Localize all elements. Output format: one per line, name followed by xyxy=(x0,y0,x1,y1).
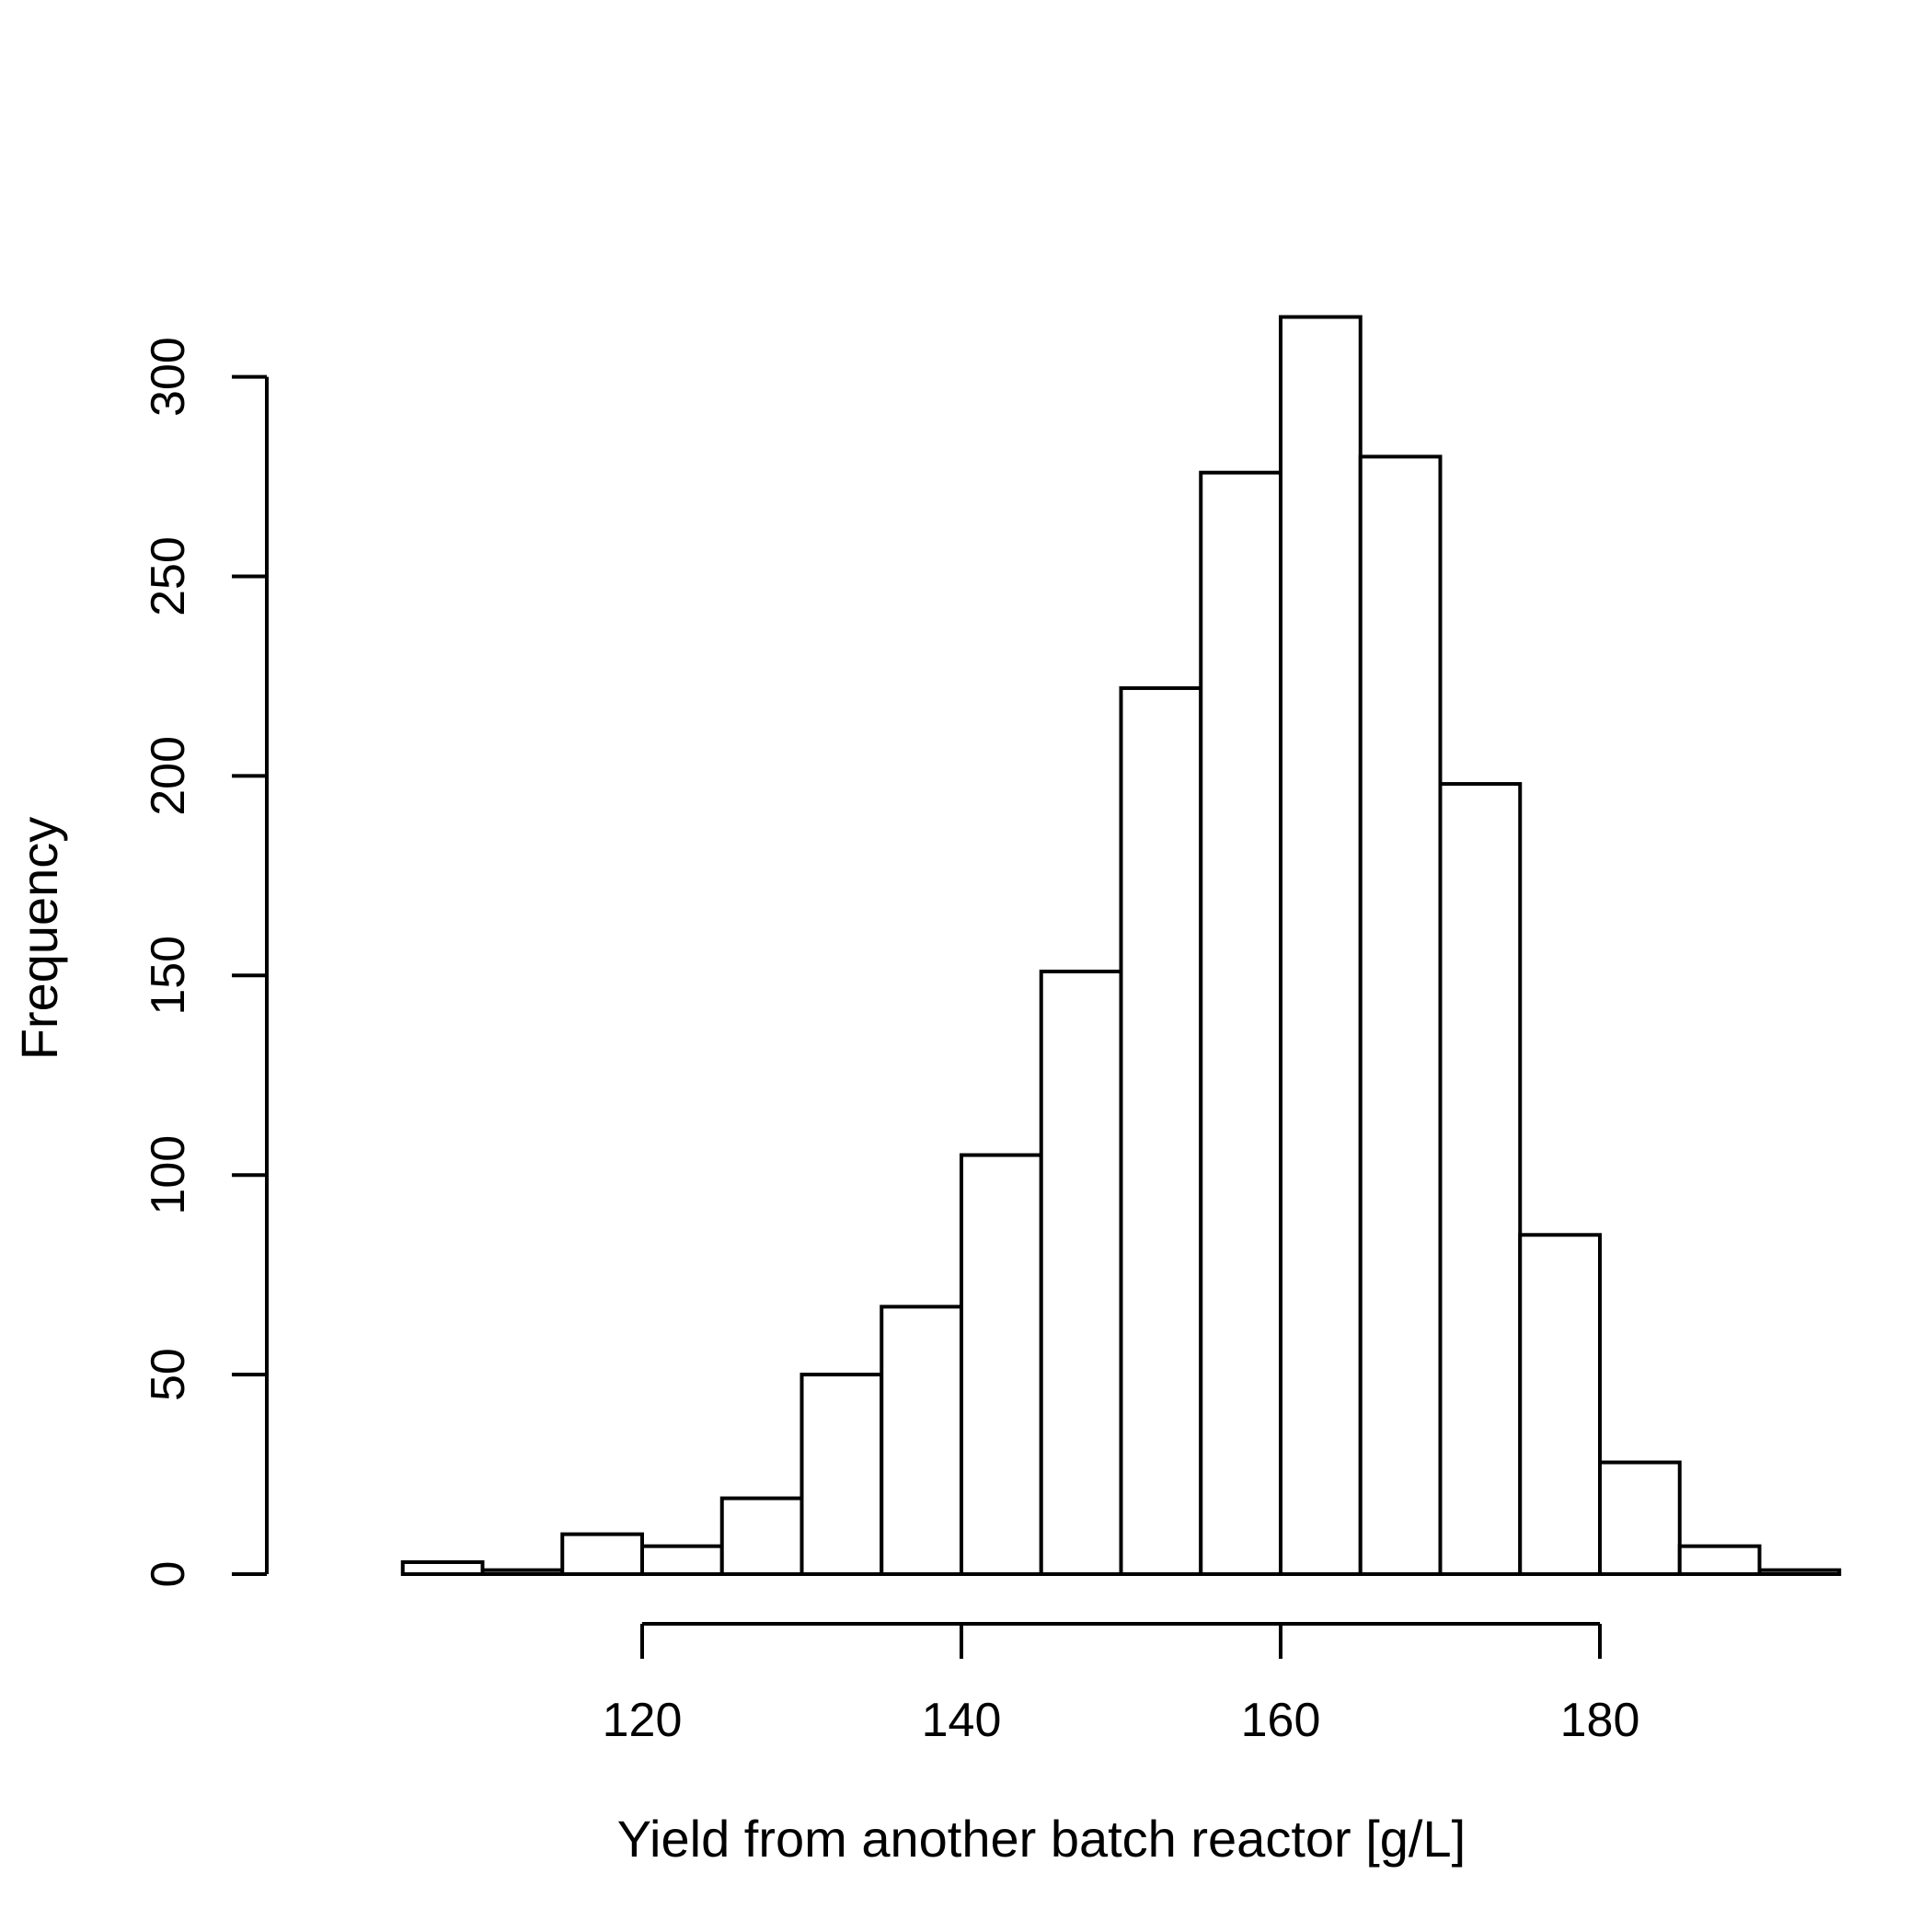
x-axis-title: Yield from another batch reactor [g/L] xyxy=(617,1810,1466,1868)
histogram-bar xyxy=(880,1305,963,1576)
histogram-bar xyxy=(1039,969,1123,1577)
histogram-bar xyxy=(960,1153,1043,1576)
histogram-bar xyxy=(1199,470,1282,1576)
histogram-bar xyxy=(1438,782,1523,1576)
y-tick-label: 200 xyxy=(142,736,195,816)
y-tick-label: 250 xyxy=(142,536,195,616)
histogram-bar xyxy=(400,1559,485,1576)
y-tick-label: 0 xyxy=(142,1561,195,1588)
histogram-bar xyxy=(1279,315,1363,1576)
y-tick-label: 300 xyxy=(142,337,195,417)
y-axis-title: Frequency xyxy=(10,817,68,1061)
y-tick-label: 150 xyxy=(142,936,195,1016)
histogram-bar xyxy=(640,1544,724,1577)
y-tick-label: 50 xyxy=(142,1348,195,1401)
histogram-bar xyxy=(480,1568,565,1576)
x-tick-label: 180 xyxy=(1560,1694,1640,1747)
x-axis: 120 140 160 180 xyxy=(603,1622,1640,1747)
histogram-bar xyxy=(1358,454,1443,1576)
histogram-bar xyxy=(799,1373,884,1576)
histogram-bar xyxy=(1518,1233,1602,1577)
x-tick-label: 140 xyxy=(922,1694,1002,1747)
histogram-bar xyxy=(560,1532,644,1576)
y-axis: 0 50 100 150 200 250 300 xyxy=(142,337,269,1588)
x-tick-label: 160 xyxy=(1241,1694,1321,1747)
bars-group xyxy=(400,315,1842,1577)
histogram-bar xyxy=(1677,1544,1762,1577)
x-tick-label: 120 xyxy=(603,1694,683,1747)
y-tick-label: 100 xyxy=(142,1135,195,1215)
histogram-bar xyxy=(719,1496,804,1576)
histogram-bar xyxy=(1757,1568,1842,1576)
histogram-bar xyxy=(1119,685,1203,1576)
histogram-bar xyxy=(1598,1460,1682,1577)
